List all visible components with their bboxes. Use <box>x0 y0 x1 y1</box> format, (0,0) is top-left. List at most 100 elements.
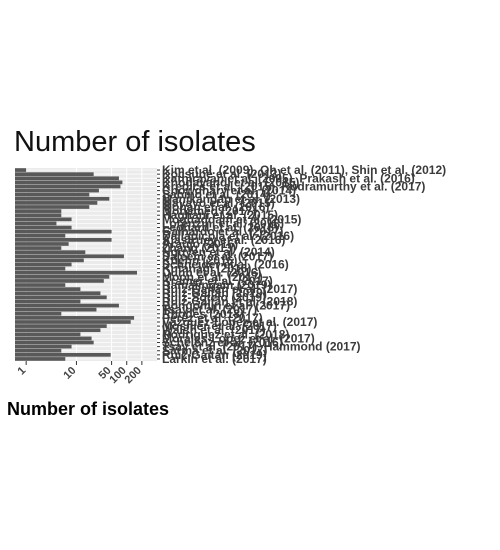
bar-label-21: Saleem et al. (2017) <box>162 249 273 263</box>
bar-label-45: Ruiz-Gaitán (2019) <box>162 348 267 362</box>
bar-label-31: Ruiz-Sotelo (2019) <box>162 290 266 304</box>
bar-label-18: Araújo (2016) <box>162 237 238 251</box>
bar-12 <box>15 217 72 222</box>
x-tick-label-4: 200 <box>123 365 144 386</box>
bar-label-1: Kocsubé et al. (2013) <box>162 167 281 181</box>
bar-label-39: Walsh et al. (2017) <box>162 323 266 337</box>
bar-33 <box>15 303 119 308</box>
bar-label-29: Ruiz-Gaitán et al. (2017) <box>162 282 297 296</box>
bar-23 <box>15 262 72 267</box>
bar-9 <box>15 205 90 209</box>
bar-0 <box>15 168 27 172</box>
bar-label-6: Sabino et al. (2014) <box>162 188 271 202</box>
bar-5 <box>15 188 99 193</box>
bar-label-16: Dallapicola et al. (2016) <box>162 229 294 243</box>
bar-17 <box>15 238 112 242</box>
bars <box>15 168 137 361</box>
bar-label-19: Zhang (2013) <box>162 241 236 255</box>
bar-34 <box>15 307 97 312</box>
bar-label-27: Kramer et al. (2017) <box>162 274 273 288</box>
bar-15 <box>15 229 112 234</box>
bar-label-37: Vázquez-López et al. (2017) <box>162 315 317 329</box>
bar-25 <box>15 270 137 275</box>
bar-27 <box>15 279 104 283</box>
bar-label-41: Morales-López et al. (2017) <box>162 331 315 345</box>
bar-2 <box>15 176 119 181</box>
bar-42 <box>15 340 94 345</box>
bar-label-32: Ruiz-Gaitán et al. (2018) <box>162 294 297 308</box>
y-axis-ticks <box>157 169 160 360</box>
bar-label-24: Kutanagi (2016) <box>162 262 251 276</box>
bar-label-30: Ruiz-Gaitán (2019) <box>162 286 267 300</box>
bar-label-43: Tsay et al. (2017), Hammond (2017) <box>162 340 361 354</box>
bar-18 <box>15 242 69 246</box>
bar-label-15: Galhardo et al. (2017) <box>162 225 283 239</box>
bar-24 <box>15 266 66 271</box>
bar-10 <box>15 209 62 213</box>
bar-label-17: Alastruey et al. (2016) <box>162 233 285 247</box>
bar-1 <box>15 172 94 177</box>
x-axis-title: Number of isolates <box>7 399 169 419</box>
bar-11 <box>15 213 62 218</box>
bar-label-12: Moghaddam et al. (2015) <box>162 212 301 226</box>
bar-label-33: Bongomin et al. (2017) <box>162 299 290 313</box>
bar-35 <box>15 311 62 316</box>
bar-19 <box>15 246 62 250</box>
bar-label-46: Larkin et al. (2017) <box>162 352 267 366</box>
bar-26 <box>15 274 110 279</box>
chart-title: Number of isolates <box>14 126 256 158</box>
x-tick-label-0: 1 <box>15 365 28 378</box>
bar-31 <box>15 295 107 300</box>
bar-label-23: Schneider et al. (2016) <box>162 258 289 272</box>
bar-label-4: Kredics et al. (2015), Rudramurthy et al… <box>162 179 425 193</box>
bar-16 <box>15 233 66 238</box>
bar-label-40: Rodríguez et al. (2018) <box>162 327 289 341</box>
bar-label-7: Manikandan et al. (2013) <box>162 192 300 206</box>
bar-label-25: Dunn et al. (2016) <box>162 266 261 280</box>
bar-label-14: Leonard et al. (2018) <box>162 221 278 235</box>
bar-22 <box>15 258 84 263</box>
bar-38 <box>15 324 107 328</box>
bar-label-44: Sarma et al. (2017) <box>162 344 267 358</box>
x-tick-label-1: 10 <box>61 365 78 382</box>
bar-13 <box>15 221 57 226</box>
bar-28 <box>15 283 66 287</box>
bar-label-5: Chowdhary et al. (2014) <box>162 184 296 198</box>
bar-label-3: Khodavandi et al. (2015) <box>162 175 299 189</box>
bar-label-2: Kathiravan et al. (2005), Prakash et al.… <box>162 171 415 185</box>
bar-label-0: Kim et al. (2009), Oh et al. (2011), Shi… <box>162 163 446 177</box>
bar-21 <box>15 254 124 259</box>
bar-label-11: Haghani et al. (2015) <box>162 208 278 222</box>
bar-32 <box>15 299 81 304</box>
bar-46 <box>15 357 66 361</box>
bar-label-34: Tsay et al. (2017) <box>162 303 257 317</box>
bar-label-38: Mosnier et al. (2017) <box>162 319 277 333</box>
bar-41 <box>15 336 92 341</box>
bar-label-36: Pérez et al. (2017) <box>162 311 263 325</box>
bar-label-13: Lorenzini et al. (2018) <box>162 216 284 230</box>
bar-label-26: Moon et al. (2017) <box>162 270 263 284</box>
bar-37 <box>15 320 131 324</box>
bar-43 <box>15 344 72 349</box>
bar-8 <box>15 201 98 205</box>
y-axis-labels: Kim et al. (2009), Oh et al. (2011), Shi… <box>162 163 446 366</box>
bar-40 <box>15 332 81 337</box>
bar-20 <box>15 250 86 255</box>
bar-label-8: Mayayo et al. (2015) <box>162 196 275 210</box>
bar-14 <box>15 225 72 230</box>
bar-45 <box>15 352 111 357</box>
bar-label-28: Ramalingam (2019) <box>162 278 271 292</box>
bar-7 <box>15 196 110 201</box>
bar-6 <box>15 192 90 197</box>
bar-label-20: Nguyen et al. (2014) <box>162 245 275 259</box>
bar-29 <box>15 287 81 291</box>
bar-label-42: Schelenz et al. (2016) <box>162 336 283 350</box>
bar-30 <box>15 291 101 296</box>
bar-4 <box>15 184 121 189</box>
bar-label-9: Mohan et al. (2016) <box>162 200 269 214</box>
bar-39 <box>15 328 101 333</box>
bar-label-22: Kuehn (2016) <box>162 253 237 267</box>
bar-36 <box>15 316 135 320</box>
